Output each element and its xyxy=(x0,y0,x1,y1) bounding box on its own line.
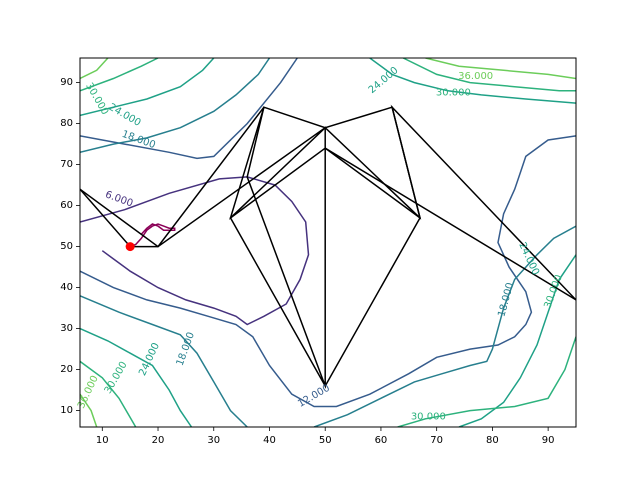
x-tick-label-90: 90 xyxy=(542,435,555,446)
graph-edge-line-2 xyxy=(324,147,576,301)
contour-labels: 6.00012.00018.00018.00018.00024.00024.00… xyxy=(76,65,565,422)
contour-18-segment-0 xyxy=(80,58,271,154)
y-tick-label-30: 30 xyxy=(60,323,73,334)
contour-18-segment-2 xyxy=(313,225,576,427)
contour-label-14: 36.000 xyxy=(458,71,493,82)
contour-label-11: 30.000 xyxy=(103,360,130,396)
contour-24-segment-0 xyxy=(80,58,215,117)
contour-30-segment-3 xyxy=(397,336,576,427)
y-tick-label-80: 80 xyxy=(60,118,73,129)
x-axis: 10 20 30 40 50 60 70 80 90 xyxy=(96,427,555,446)
contour-label-10: 30.000 xyxy=(436,87,471,98)
contour-12-segment-0 xyxy=(80,58,298,160)
contour-30-segment-1 xyxy=(80,360,137,427)
contour-30-segment-2 xyxy=(402,58,576,92)
y-tick-label-20: 20 xyxy=(60,364,73,375)
y-tick-label-10: 10 xyxy=(60,405,73,416)
contour-36-segment-1 xyxy=(80,393,98,427)
contour-18-segment-1 xyxy=(80,295,248,427)
y-tick-label-60: 60 xyxy=(60,200,73,211)
graph-edge-line-1 xyxy=(80,106,421,389)
contour-24-segment-2 xyxy=(369,58,576,104)
contour-label-13: 30.000 xyxy=(411,411,446,422)
contour-lines xyxy=(80,58,576,427)
contour-12-segment-1 xyxy=(80,135,576,408)
x-tick-label-70: 70 xyxy=(430,435,443,446)
contour-36-segment-0 xyxy=(80,58,109,80)
x-tick-label-30: 30 xyxy=(207,435,220,446)
contour-label-2: 18.000 xyxy=(120,129,157,151)
y-axis: 10 20 30 40 50 60 70 80 90 xyxy=(60,77,80,416)
start-marker xyxy=(125,242,135,252)
contour-24-segment-1 xyxy=(80,327,193,427)
x-tick-label-60: 60 xyxy=(375,435,388,446)
x-tick-label-40: 40 xyxy=(263,435,276,446)
y-tick-label-70: 70 xyxy=(60,159,73,170)
y-tick-label-50: 50 xyxy=(60,241,73,252)
x-tick-label-80: 80 xyxy=(486,435,499,446)
contour-label-5: 24.000 xyxy=(107,102,143,129)
axes-frame xyxy=(79,57,577,428)
contour-6-segment-0 xyxy=(80,176,310,326)
x-tick-label-20: 20 xyxy=(152,435,165,446)
contour-label-6: 24.000 xyxy=(367,65,401,96)
contour-30-segment-0 xyxy=(80,58,159,92)
overlay-lines xyxy=(80,104,576,389)
contour-24-segment-3 xyxy=(458,254,576,427)
contour-36-segment-2 xyxy=(425,58,576,80)
contour-label-0: 6.000 xyxy=(104,189,135,209)
y-tick-label-90: 90 xyxy=(60,77,73,88)
x-tick-label-10: 10 xyxy=(96,435,109,446)
y-tick-label-40: 40 xyxy=(60,282,73,293)
contour-label-4: 18.000 xyxy=(496,282,516,319)
x-tick-label-50: 50 xyxy=(319,435,332,446)
